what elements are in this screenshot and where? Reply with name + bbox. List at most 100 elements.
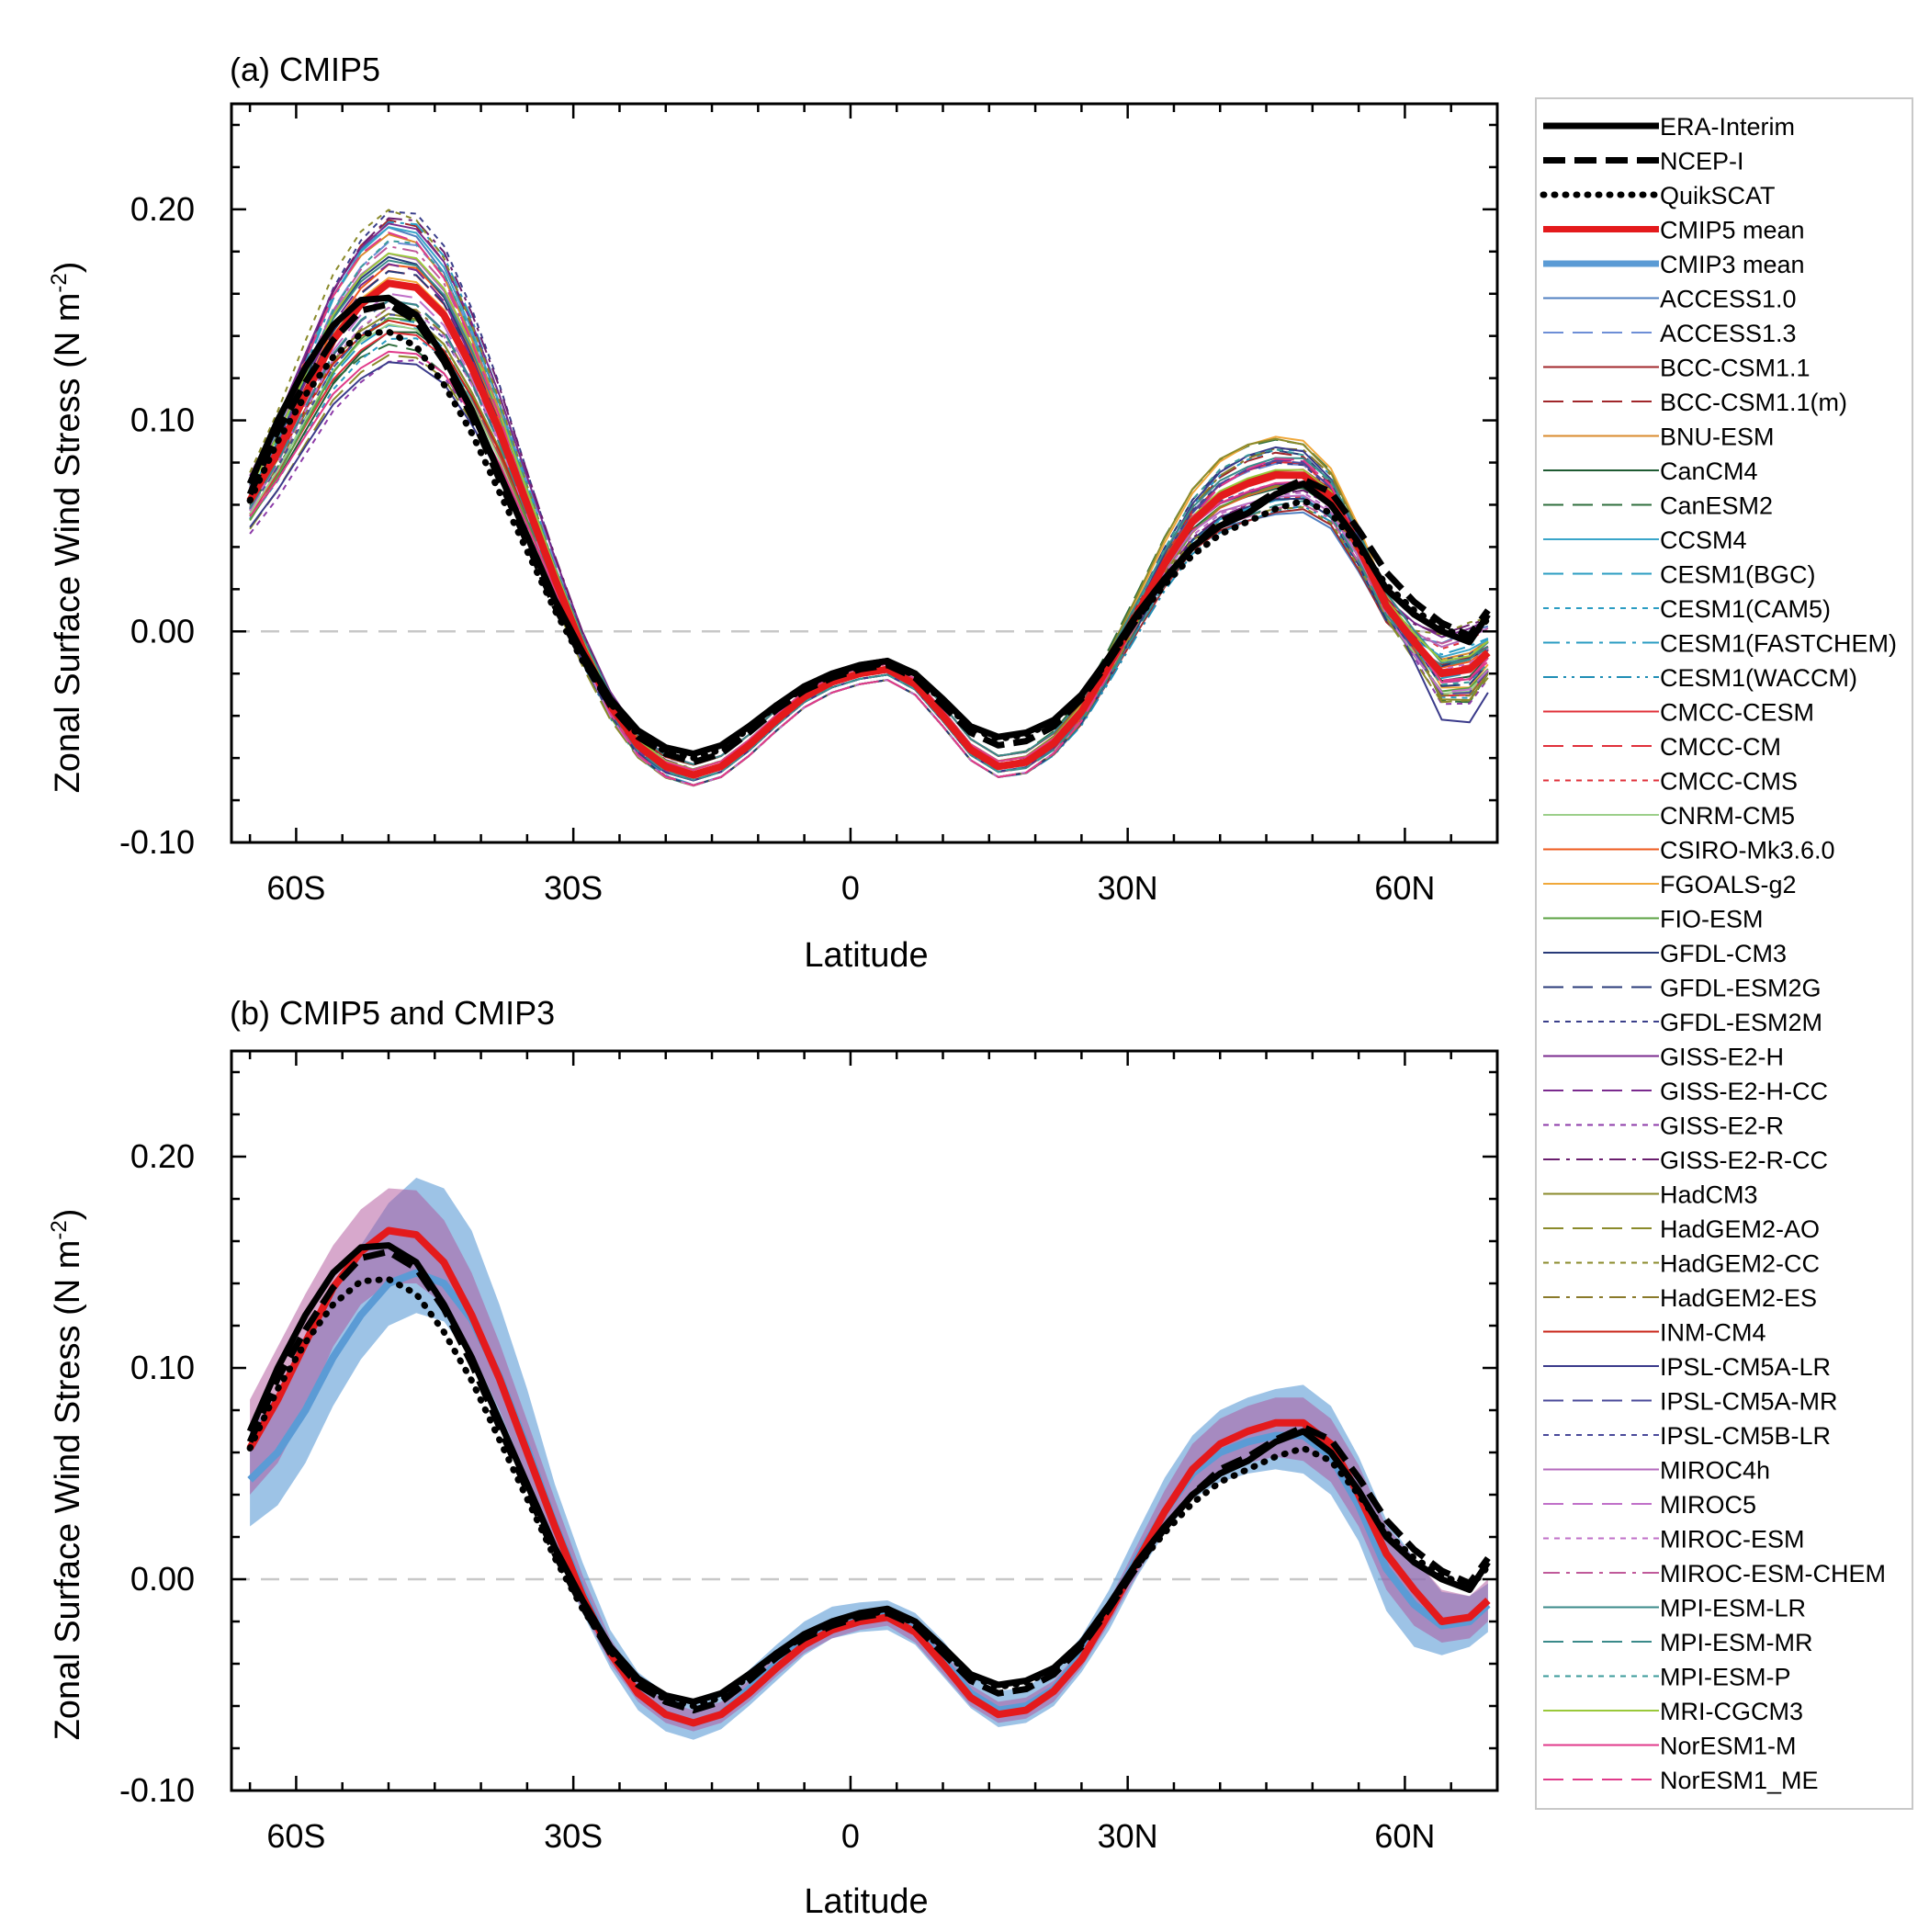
- legend-label: NCEP-I: [1660, 148, 1744, 175]
- panel-b-title: (b) CMIP5 and CMIP3: [230, 994, 555, 1032]
- model-line: [249, 359, 1489, 782]
- x-tick-label: 30N: [1098, 869, 1158, 907]
- model-line: [249, 299, 1489, 782]
- legend-item: CNRM-CM5: [1543, 802, 1795, 830]
- x-tick-label: 60N: [1374, 869, 1435, 907]
- panel-a: (a) CMIP5 60S 30S 0 30N 60N -0.10 0.00 0.10 0.20…: [47, 51, 1499, 975]
- legend-item: GISS-E2-H-CC: [1543, 1078, 1828, 1105]
- legend-item: BCC-CSM1.1: [1543, 355, 1811, 382]
- series-cmip5-mean: [246, 1226, 1491, 1727]
- x-tick-label: 30N: [1098, 1817, 1158, 1855]
- legend-item: CanESM2: [1543, 492, 1773, 520]
- legend-label: MIROC5: [1660, 1491, 1756, 1519]
- x-tick-label: 30S: [544, 1817, 603, 1855]
- legend-label: CESM1(CAM5): [1660, 595, 1831, 623]
- plot-frame: [230, 1049, 1499, 1792]
- series-era-interim: [246, 1242, 1491, 1705]
- legend-item: CanCM4: [1543, 458, 1758, 485]
- model-line: [249, 307, 1489, 776]
- panel-a-xlabel: Latitude: [804, 936, 928, 975]
- model-line: [249, 240, 1489, 781]
- y-tick-label: 0.20: [130, 1137, 195, 1175]
- plot-frame: [230, 102, 1499, 844]
- legend-item: INM-CM4: [1543, 1319, 1766, 1347]
- legend-item: NorESM1_ME: [1543, 1767, 1819, 1794]
- legend-item: ACCESS1.3: [1543, 320, 1797, 347]
- panel-a-ylabel-close: ): [49, 262, 87, 274]
- legend-item: FGOALS-g2: [1543, 871, 1797, 898]
- legend-label: CCSM4: [1660, 526, 1747, 554]
- legend-item: GISS-E2-R-CC: [1543, 1147, 1828, 1174]
- legend-item: HadGEM2-AO: [1543, 1215, 1820, 1243]
- legend-item: MRI-CGCM3: [1543, 1698, 1803, 1725]
- legend-label: HadGEM2-AO: [1660, 1215, 1820, 1243]
- x-tick-label: 60S: [266, 1817, 325, 1855]
- model-line: [249, 313, 1489, 771]
- plot-area-b: 60S 30S 0 30N 60N -0.10 0.00 0.10 0.20: [119, 1049, 1499, 1855]
- panel-b-ylabel-text: Zonal Surface Wind Stress (N m: [49, 1240, 87, 1741]
- panel-b-ylabel: Zonal Surface Wind Stress (N m-2): [47, 1209, 87, 1741]
- panel-b-ylabel-close: ): [49, 1209, 87, 1221]
- legend-item: GFDL-ESM2M: [1543, 1009, 1822, 1036]
- legend-label: CNRM-CM5: [1660, 802, 1795, 830]
- model-line: [249, 323, 1489, 782]
- legend-item: BCC-CSM1.1(m): [1543, 389, 1847, 416]
- legend-label: MIROC4h: [1660, 1457, 1770, 1485]
- model-line: [249, 241, 1489, 771]
- legend-label: CMCC-CMS: [1660, 768, 1798, 796]
- legend-label: HadGEM2-CC: [1660, 1250, 1820, 1278]
- legend-item: BNU-ESM: [1543, 424, 1775, 451]
- legend-label: CMCC-CM: [1660, 733, 1781, 761]
- legend-label: MPI-ESM-P: [1660, 1664, 1791, 1691]
- legend-label: FIO-ESM: [1660, 906, 1764, 933]
- legend-item: GFDL-ESM2G: [1543, 975, 1822, 1002]
- legend-item: CESM1(FASTCHEM): [1543, 630, 1897, 658]
- legend-label: NorESM1-M: [1660, 1733, 1797, 1760]
- legend-item: MIROC5: [1543, 1491, 1756, 1519]
- legend-item: CESM1(BGC): [1543, 561, 1816, 589]
- panel-a-ylabel-sup: -2: [47, 273, 72, 292]
- legend-item: IPSL-CM5A-LR: [1543, 1353, 1831, 1381]
- legend-label: ACCESS1.0: [1660, 286, 1797, 313]
- model-line: [249, 337, 1489, 771]
- y-tick-label: 0.10: [130, 401, 195, 439]
- panel-a-ylabel-text: Zonal Surface Wind Stress (N m: [49, 293, 87, 794]
- legend-label: CESM1(WACCM): [1660, 664, 1857, 692]
- legend-item: CMCC-CM: [1543, 733, 1781, 761]
- legend-item: GISS-E2-H: [1543, 1044, 1784, 1071]
- panel-a-title: (a) CMIP5: [230, 51, 380, 88]
- model-line: [249, 280, 1489, 786]
- legend-item: ERA-Interim: [1543, 113, 1795, 141]
- legend-item: QuikSCAT: [1540, 182, 1776, 209]
- legend-label: CESM1(BGC): [1660, 561, 1816, 589]
- legend-item: HadGEM2-ES: [1543, 1284, 1817, 1312]
- legend-label: CanCM4: [1660, 458, 1758, 485]
- panel-b-ylabel-sup: -2: [47, 1220, 72, 1239]
- legend-item: IPSL-CM5A-MR: [1543, 1388, 1838, 1416]
- panel-b-xlabel: Latitude: [804, 1882, 928, 1921]
- legend-item: CMCC-CMS: [1543, 768, 1798, 796]
- legend-label: CMCC-CESM: [1660, 699, 1814, 727]
- panel-a-ylabel: Zonal Surface Wind Stress (N m-2): [47, 262, 87, 794]
- model-line: [249, 284, 1489, 765]
- series-layer: [246, 1178, 1492, 1740]
- svg-text:Zonal Surface Wind Stress (N m: Zonal Surface Wind Stress (N m-2): [47, 1209, 87, 1741]
- legend-label: INM-CM4: [1660, 1319, 1766, 1347]
- legend-item: MPI-ESM-P: [1543, 1664, 1791, 1691]
- y-tick-label: 0.00: [130, 1560, 195, 1598]
- legend-label: GISS-E2-R-CC: [1660, 1147, 1828, 1174]
- y-tick-label: 0.10: [130, 1349, 195, 1386]
- legend-item: HadGEM2-CC: [1543, 1250, 1820, 1278]
- legend-label: BCC-CSM1.1: [1660, 355, 1811, 382]
- legend-item: NCEP-I: [1543, 148, 1744, 175]
- model-line: [249, 331, 1489, 776]
- model-line: [249, 316, 1489, 787]
- x-tick-label: 30S: [544, 869, 603, 907]
- x-tick-label: 0: [841, 869, 860, 907]
- legend-item: ACCESS1.0: [1543, 286, 1797, 313]
- legend-item: NorESM1-M: [1543, 1733, 1797, 1760]
- x-tick-label: 60S: [266, 869, 325, 907]
- legend-item: GISS-E2-R: [1543, 1113, 1784, 1140]
- legend-label: CESM1(FASTCHEM): [1660, 630, 1897, 658]
